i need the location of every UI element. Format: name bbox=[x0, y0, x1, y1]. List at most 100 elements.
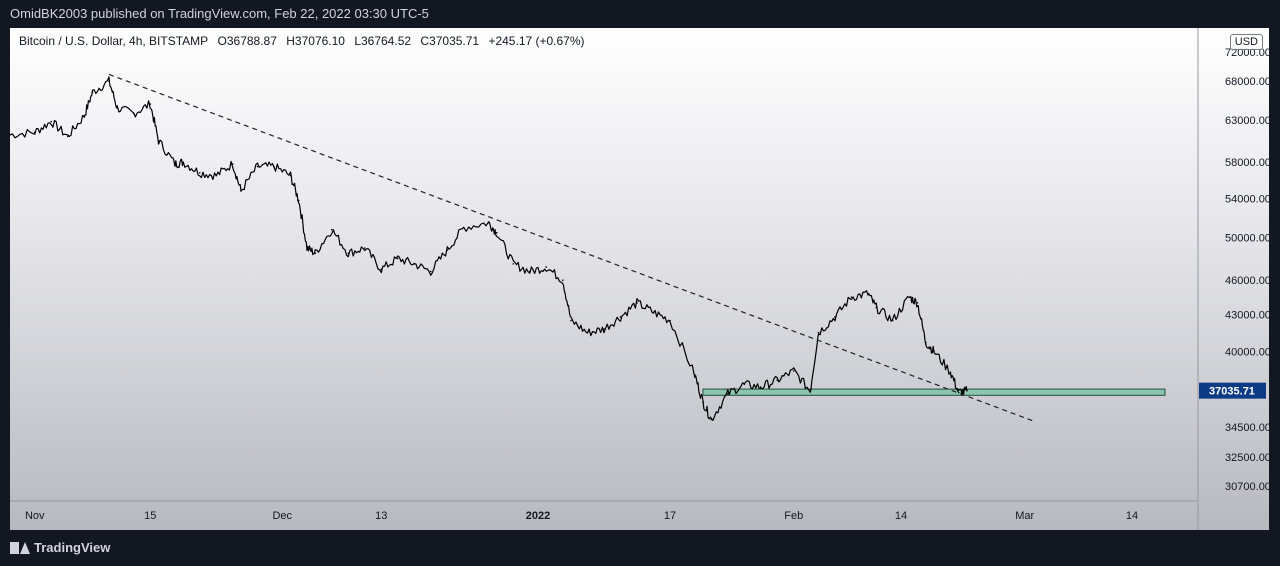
price-tick-label: 68000.00 bbox=[1225, 76, 1269, 88]
price-point bbox=[891, 319, 894, 322]
price-tick-label: 40000.00 bbox=[1225, 346, 1269, 358]
price-tick-label: 30700.00 bbox=[1225, 481, 1269, 493]
close-value: C37035.71 bbox=[420, 34, 480, 48]
price-point bbox=[702, 401, 704, 404]
chart-pane[interactable]: 72000.00 68000.00 63000.00 58000.00 54000.00… bbox=[10, 28, 1269, 530]
price-point bbox=[966, 389, 968, 392]
time-tick-label: 13 bbox=[375, 510, 387, 522]
open-value: O36788.87 bbox=[217, 34, 277, 48]
price-point bbox=[908, 296, 911, 298]
price-point bbox=[867, 292, 869, 295]
price-point bbox=[528, 270, 531, 273]
price-point bbox=[710, 418, 713, 421]
price-point bbox=[586, 331, 589, 334]
price-point bbox=[330, 228, 333, 231]
price-point bbox=[413, 263, 416, 265]
symbol-label: Bitcoin / U.S. Dollar, 4h, BITSTAMP bbox=[19, 34, 209, 48]
price-point bbox=[834, 316, 836, 318]
price-point bbox=[273, 165, 275, 168]
time-tick-label: Dec bbox=[272, 510, 292, 522]
price-point bbox=[726, 393, 729, 395]
high-value: H37076.10 bbox=[286, 34, 345, 48]
price-tick-label: 54000.00 bbox=[1225, 194, 1269, 206]
price-point bbox=[875, 306, 878, 309]
price-point bbox=[149, 103, 152, 105]
price-point bbox=[916, 302, 919, 304]
time-tick-label: Mar bbox=[1015, 510, 1034, 522]
support-zone[interactable] bbox=[702, 388, 1166, 396]
change-value: +245.17 (+0.67%) bbox=[488, 34, 585, 48]
time-tick-label: 2022 bbox=[526, 510, 550, 522]
price-point bbox=[83, 115, 86, 117]
tradingview-logo-icon bbox=[10, 541, 30, 554]
price-point bbox=[957, 391, 960, 394]
price-point bbox=[174, 163, 176, 165]
price-point bbox=[570, 319, 572, 322]
price-tick-label: 50000.00 bbox=[1225, 233, 1269, 245]
price-tick-label: 43000.00 bbox=[1225, 310, 1269, 322]
time-tick-label: 17 bbox=[664, 510, 676, 522]
price-point bbox=[933, 350, 935, 353]
time-tick-label: 14 bbox=[895, 510, 907, 522]
price-point bbox=[636, 302, 638, 304]
tradingview-logo[interactable]: TradingView bbox=[10, 540, 110, 555]
price-point bbox=[809, 390, 812, 392]
price-point bbox=[776, 379, 779, 382]
price-point bbox=[198, 171, 201, 174]
price-point bbox=[792, 370, 795, 372]
publish-info: OmidBK2003 published on TradingView.com,… bbox=[10, 6, 429, 21]
price-point bbox=[50, 120, 53, 123]
price-point bbox=[652, 311, 655, 314]
time-tick-label: 15 bbox=[144, 510, 156, 522]
price-point bbox=[487, 221, 490, 224]
price-tick-label: 58000.00 bbox=[1225, 157, 1269, 169]
time-tick-label: 14 bbox=[1126, 510, 1138, 522]
trendline[interactable] bbox=[108, 73, 1034, 422]
price-point bbox=[380, 268, 383, 271]
price-point bbox=[33, 131, 36, 134]
time-tick-label: Feb bbox=[784, 510, 803, 522]
price-point bbox=[949, 371, 952, 374]
price-point bbox=[396, 257, 399, 260]
brand-name: TradingView bbox=[34, 540, 111, 555]
price-point bbox=[446, 249, 449, 251]
price-point bbox=[306, 247, 308, 249]
price-point bbox=[66, 135, 69, 138]
price-point bbox=[669, 319, 671, 322]
price-point bbox=[462, 226, 465, 229]
price-point bbox=[297, 199, 300, 202]
time-tick-label: Nov bbox=[25, 510, 45, 522]
chart-legend: Bitcoin / U.S. Dollar, 4h, BITSTAMP O367… bbox=[19, 34, 591, 48]
price-tick-label: 63000.00 bbox=[1225, 115, 1269, 127]
price-point bbox=[850, 296, 853, 298]
price-point bbox=[743, 383, 746, 386]
price-tick-label: 34500.00 bbox=[1225, 422, 1269, 434]
price-point bbox=[561, 279, 564, 282]
price-point bbox=[289, 174, 292, 177]
low-value: L36764.52 bbox=[354, 34, 412, 48]
currency-badge[interactable]: USD bbox=[1229, 34, 1263, 50]
price-point bbox=[240, 190, 242, 192]
price-point bbox=[314, 252, 317, 255]
price-point bbox=[759, 386, 762, 388]
price-point bbox=[693, 374, 696, 376]
price-point bbox=[182, 161, 185, 163]
price-point bbox=[545, 266, 548, 268]
price-tick-label: 32500.00 bbox=[1225, 452, 1269, 464]
price-point bbox=[91, 91, 94, 94]
price-point bbox=[429, 270, 432, 273]
publish-header: OmidBK2003 published on TradingView.com,… bbox=[0, 0, 1280, 28]
last-price-tag bbox=[1199, 382, 1266, 399]
price-point bbox=[157, 139, 160, 142]
price-point bbox=[116, 107, 119, 109]
price-point bbox=[603, 328, 605, 330]
price-tick-label: 46000.00 bbox=[1225, 275, 1269, 287]
price-point bbox=[619, 316, 622, 318]
price-chart[interactable]: 72000.0068000.0063000.0058000.0054000.00… bbox=[10, 28, 1269, 530]
price-point bbox=[256, 165, 259, 168]
price-point bbox=[817, 331, 820, 334]
price-point bbox=[132, 112, 135, 115]
price-point bbox=[215, 174, 218, 177]
footer: TradingView bbox=[0, 530, 1280, 566]
price-point bbox=[495, 231, 498, 234]
